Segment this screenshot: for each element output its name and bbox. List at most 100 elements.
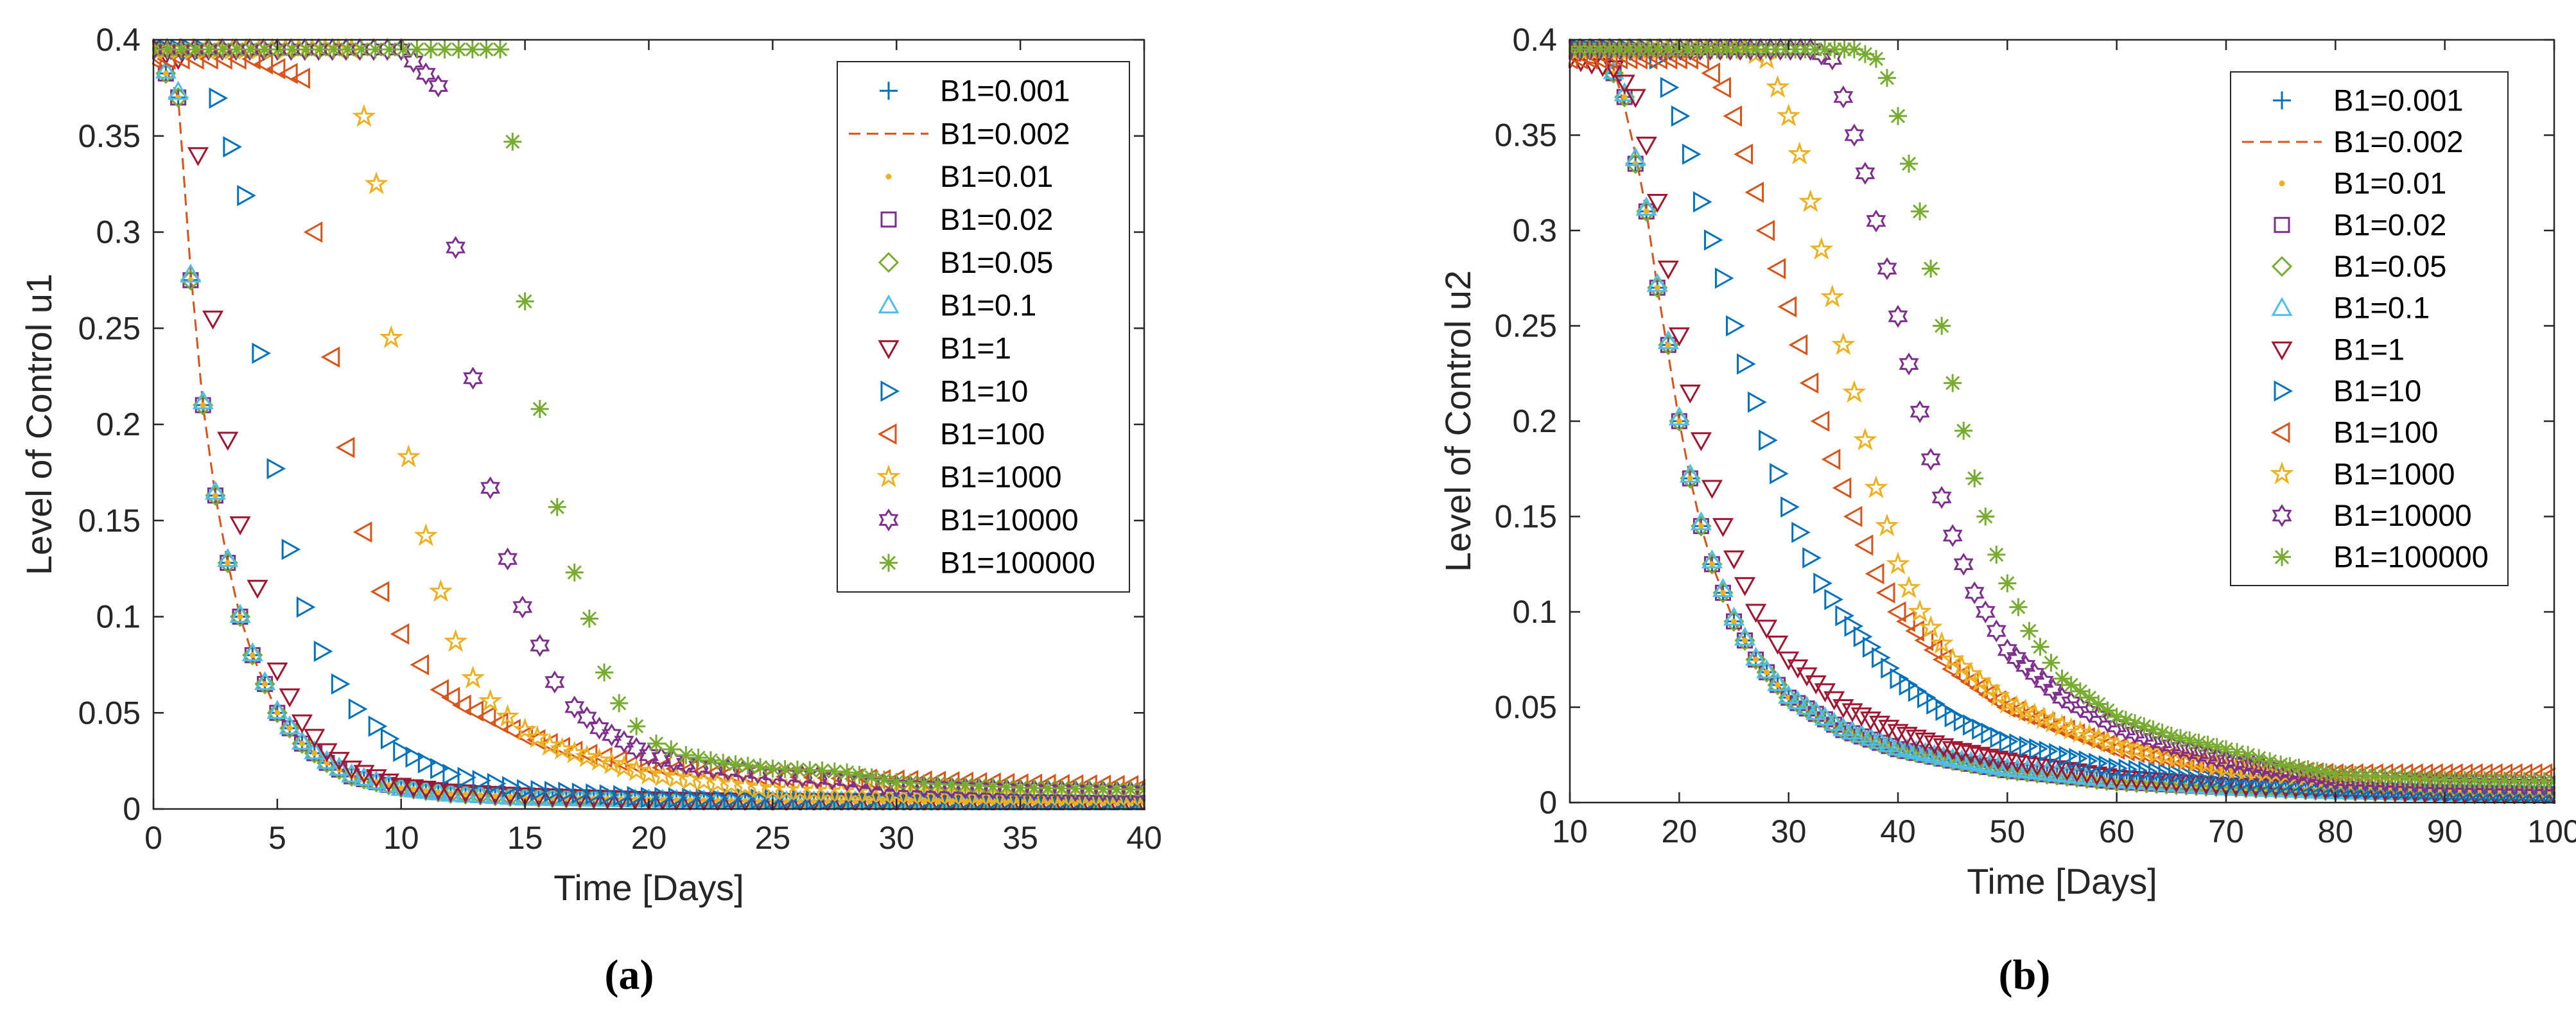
data-point [396, 444, 421, 467]
data-point [723, 788, 743, 810]
legend-label: B1=0.01 [2333, 166, 2446, 200]
data-point [1745, 647, 1767, 666]
data-point [1093, 780, 1112, 799]
data-point [2049, 743, 2068, 765]
data-point [217, 548, 239, 568]
data-point [614, 730, 634, 754]
data-point [2086, 726, 2110, 749]
data-point [1723, 606, 1745, 626]
data-point [2366, 767, 2385, 785]
x-tick-label: 15 [507, 820, 543, 856]
data-point [1045, 800, 1051, 806]
x-tick-label: 70 [2208, 813, 2244, 849]
data-point [701, 751, 720, 770]
x-tick-label: 5 [268, 820, 286, 856]
data-point [2336, 765, 2354, 784]
data-point [516, 292, 534, 311]
data-point [942, 776, 961, 794]
data-point [797, 798, 803, 804]
data-point [1878, 733, 1900, 752]
data-point [1969, 677, 1989, 699]
data-point [1654, 284, 1660, 291]
data-point [172, 40, 191, 58]
legend-swatch [880, 82, 898, 100]
data-point [1887, 724, 1909, 743]
data-point [1121, 780, 1140, 799]
data-point [2098, 701, 2117, 720]
data-point [1835, 605, 1854, 627]
data-point [170, 89, 187, 106]
data-point [1853, 428, 1877, 451]
data-point [428, 579, 453, 602]
data-point [2144, 720, 2163, 739]
data-point [2049, 713, 2075, 736]
data-point [2032, 706, 2056, 729]
data-point [1978, 684, 1997, 706]
data-point [2180, 731, 2199, 749]
data-point [901, 774, 919, 792]
legend-swatch [2274, 216, 2290, 233]
data-point [1859, 711, 1881, 731]
legend-label: B1=0.1 [940, 288, 1036, 322]
data-point [1712, 76, 1731, 98]
legend: B1=0.001 B1=0.002 B1=0.01 B1=0.02 B1=0.05 B1=… [837, 61, 1130, 593]
data-point [496, 704, 520, 727]
data-point [1690, 511, 1712, 530]
data-point [1668, 406, 1690, 426]
data-point [2107, 708, 2126, 726]
data-point [689, 749, 708, 767]
y-axis-label: Level of Control u2 [1438, 270, 1478, 572]
data-point [530, 779, 550, 801]
legend-label: B1=0.1 [2333, 291, 2430, 325]
data-point [237, 185, 256, 207]
data-point [602, 723, 622, 747]
data-point [596, 790, 618, 810]
legend-label: B1=0.02 [940, 202, 1053, 236]
data-point [1908, 599, 1932, 622]
data-point [1775, 682, 1781, 688]
data-point [2135, 717, 2154, 736]
data-point [2376, 767, 2394, 786]
data-point [1832, 477, 1852, 499]
legend-swatch [880, 380, 900, 402]
data-point [2105, 733, 2129, 756]
data-point [366, 40, 385, 58]
data-point [2261, 752, 2279, 770]
data-point [1646, 273, 1668, 292]
data-point [2116, 711, 2135, 729]
data-point [1678, 40, 1697, 58]
data-point [2281, 757, 2299, 776]
legend-swatch [878, 508, 899, 532]
data-point [1701, 549, 1723, 569]
data-point [1932, 648, 1952, 670]
data-point [2031, 638, 2049, 656]
data-point [348, 698, 368, 720]
data-point [2396, 769, 2414, 787]
data-point [2535, 772, 2554, 791]
data-point [550, 736, 575, 760]
data-point [507, 794, 513, 800]
data-point [187, 147, 209, 166]
legend-label: B1=10000 [940, 503, 1079, 537]
data-point [751, 788, 770, 810]
data-point [477, 792, 483, 798]
data-point [1726, 315, 1745, 337]
data-point [2162, 727, 2180, 745]
data-point [1610, 40, 1628, 58]
data-point [279, 718, 300, 739]
data-point [341, 765, 362, 787]
data-point [2207, 738, 2226, 756]
data-point [1766, 257, 1786, 279]
data-point [428, 74, 449, 98]
data-point [613, 785, 632, 806]
data-point [719, 772, 744, 795]
data-point [1915, 742, 1936, 761]
legend-swatch [2270, 461, 2294, 485]
data-point [1933, 738, 1954, 758]
data-point [580, 609, 598, 628]
chart-b: 10 20 30 40 50 60 70 80 90 100 0 0.05 0.1 0.15 0.2 0.25… [1438, 22, 2576, 901]
data-point [1824, 589, 1843, 611]
data-point [1052, 779, 1071, 798]
data-point [586, 783, 605, 805]
data-point [296, 596, 316, 618]
